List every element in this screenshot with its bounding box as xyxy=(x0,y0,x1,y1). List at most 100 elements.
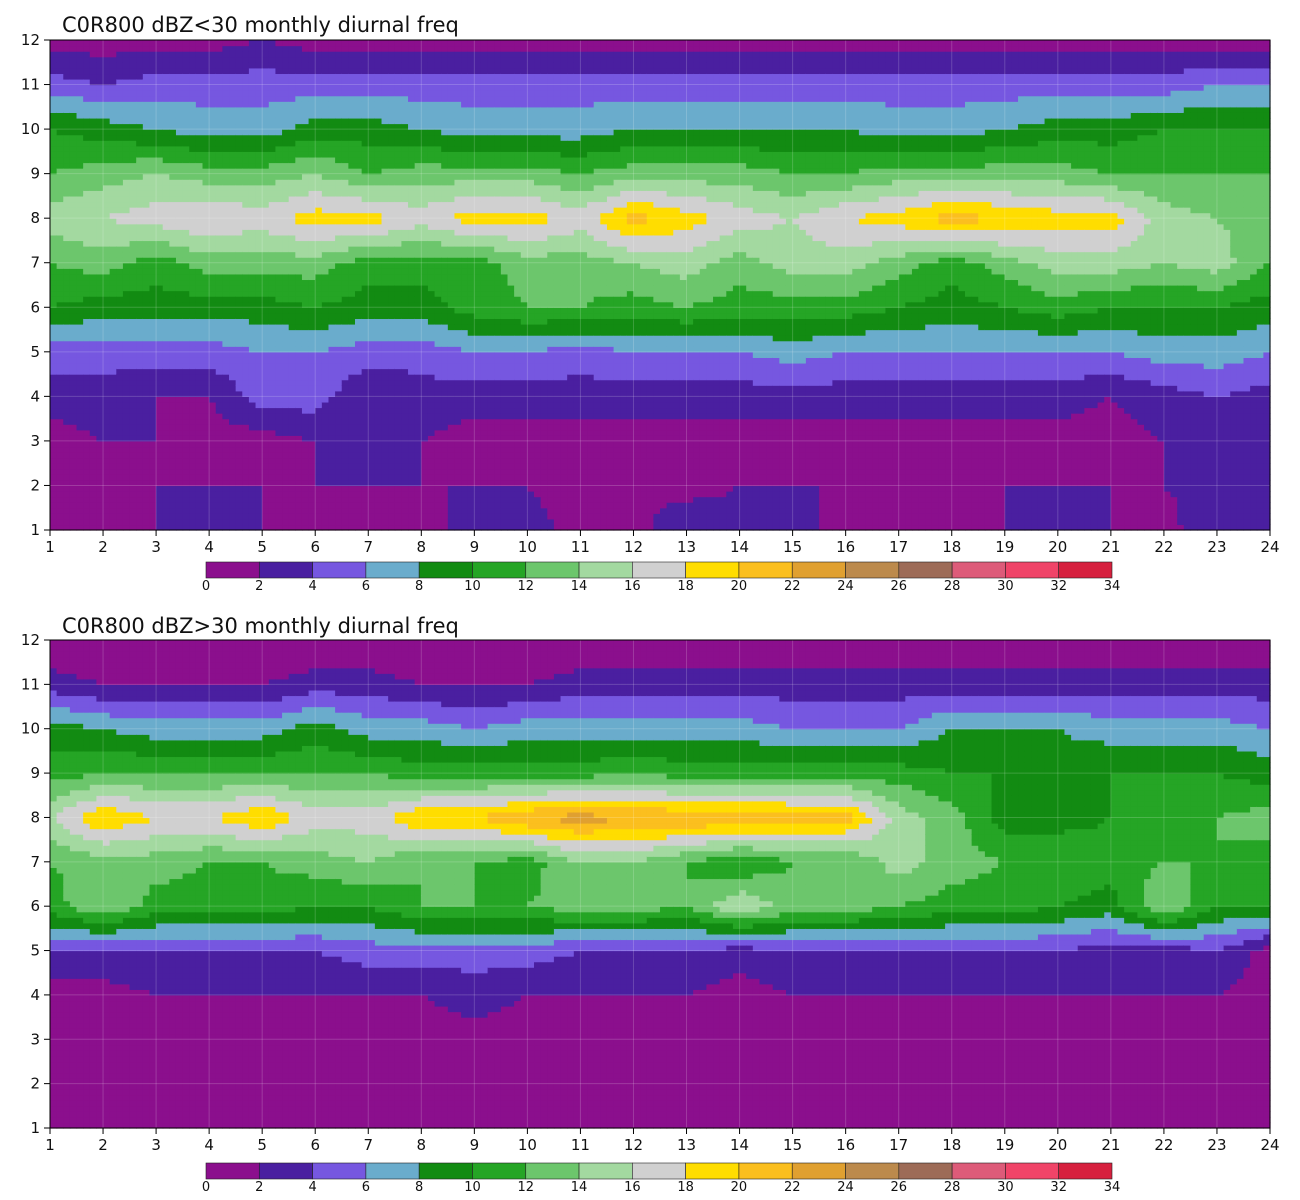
contour-cell xyxy=(295,424,303,431)
contour-cell xyxy=(142,229,151,236)
contour-cell xyxy=(83,429,91,436)
contour-cell xyxy=(89,285,98,292)
contour-cell xyxy=(63,117,71,125)
contour-cell xyxy=(388,151,396,158)
contour-cell xyxy=(103,507,111,514)
contour-cell xyxy=(288,257,296,264)
contour-cell xyxy=(268,156,277,164)
contour-cell xyxy=(103,123,111,130)
contour-cell xyxy=(89,207,98,214)
contour-cell xyxy=(262,129,270,136)
contour-cell xyxy=(301,268,310,275)
contour-cell xyxy=(374,301,383,308)
contour-cell xyxy=(355,485,363,492)
contour-cell xyxy=(335,262,343,269)
contour-cell xyxy=(69,279,78,286)
contour-cell xyxy=(421,201,429,208)
contour-cell xyxy=(136,190,144,197)
contour-cell xyxy=(341,140,349,147)
contour-cell xyxy=(268,335,277,342)
contour-cell xyxy=(142,117,151,125)
contour-cell xyxy=(109,479,117,487)
contour-cell xyxy=(83,190,91,197)
contour-cell xyxy=(69,346,78,353)
contour-cell xyxy=(268,140,277,147)
contour-cell xyxy=(262,84,270,91)
contour-cell xyxy=(282,262,290,269)
contour-cell xyxy=(301,513,310,520)
contour-cell xyxy=(255,279,263,286)
contour-cell xyxy=(149,335,157,342)
contour-cell xyxy=(109,56,117,63)
contour-cell xyxy=(275,78,283,86)
contour-cell xyxy=(335,424,343,431)
contour-cell xyxy=(355,452,363,459)
contour-cell xyxy=(182,307,190,314)
contour-cell xyxy=(421,290,429,297)
contour-cell xyxy=(388,262,396,269)
contour-cell xyxy=(235,296,243,303)
contour-cell xyxy=(129,151,137,158)
contour-cell xyxy=(374,396,383,403)
contour-cell xyxy=(388,329,396,336)
contour-cell xyxy=(202,151,210,158)
contour-cell xyxy=(255,446,263,453)
contour-cell xyxy=(242,207,250,214)
contour-cell xyxy=(83,418,91,425)
contour-cell xyxy=(229,156,237,164)
contour-cell xyxy=(381,218,389,225)
contour-cell xyxy=(301,379,310,386)
contour-cell xyxy=(394,502,403,509)
contour-cell xyxy=(268,379,277,386)
contour-cell xyxy=(222,407,230,414)
contour-cell xyxy=(262,507,270,514)
contour-cell xyxy=(388,240,396,247)
contour-cell xyxy=(195,95,204,102)
contour-cell xyxy=(348,40,356,47)
contour-cell xyxy=(275,513,283,520)
contour-cell xyxy=(341,413,349,420)
contour-cell xyxy=(408,246,416,253)
contour-cell xyxy=(189,435,197,442)
contour-cell xyxy=(394,429,403,436)
contour-cell xyxy=(388,218,396,225)
contour-cell xyxy=(182,262,190,269)
contour-cell xyxy=(222,413,230,420)
contour-cell xyxy=(149,156,157,164)
contour-cell xyxy=(282,190,290,197)
contour-cell xyxy=(301,518,310,526)
contour-cell xyxy=(162,184,170,191)
contour-cell xyxy=(122,62,131,69)
contour-cell xyxy=(215,129,223,136)
contour-cell xyxy=(414,218,422,225)
contour-cell xyxy=(142,273,151,281)
contour-cell xyxy=(209,90,217,97)
contour-cell xyxy=(235,184,243,191)
contour-cell xyxy=(262,190,270,197)
contour-cell xyxy=(268,168,277,175)
contour-cell xyxy=(374,78,383,86)
contour-cell xyxy=(50,251,58,258)
contour-cell xyxy=(341,123,349,130)
contour-cell xyxy=(189,502,197,509)
contour-cell xyxy=(374,413,383,420)
contour-cell xyxy=(242,90,250,97)
contour-cell xyxy=(388,312,396,320)
contour-cell xyxy=(321,524,330,531)
contour-cell xyxy=(116,145,124,152)
contour-cell xyxy=(202,329,210,336)
contour-cell xyxy=(341,474,349,481)
contour-cell xyxy=(103,491,111,498)
contour-cell xyxy=(275,195,283,203)
contour-cell xyxy=(129,78,137,86)
contour-cell xyxy=(408,429,416,436)
contour-cell xyxy=(89,78,98,86)
contour-cell xyxy=(401,463,409,470)
contour-cell xyxy=(109,390,117,397)
contour-cell xyxy=(215,318,223,325)
contour-cell xyxy=(374,251,383,258)
contour-cell xyxy=(169,212,177,219)
contour-cell xyxy=(202,323,210,331)
contour-cell xyxy=(156,190,164,197)
contour-cell xyxy=(374,117,383,125)
